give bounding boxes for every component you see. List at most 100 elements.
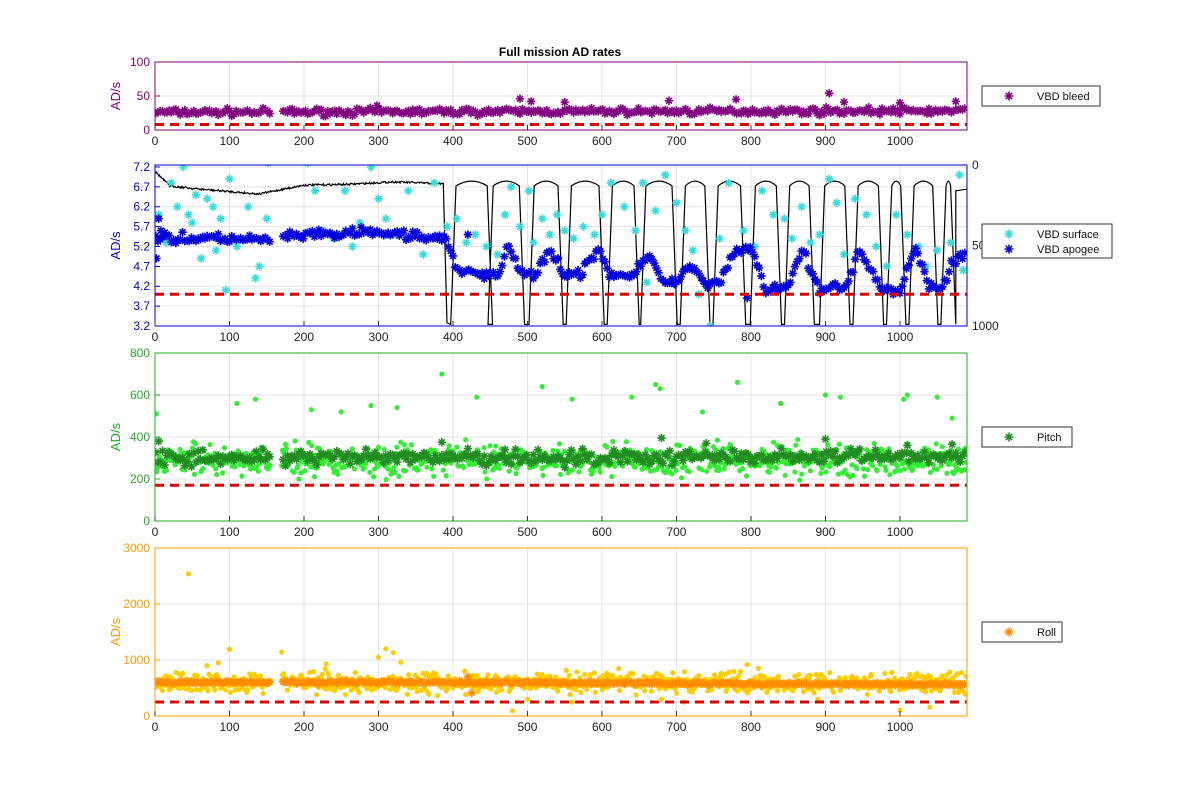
data-point [301,451,310,460]
data-point [582,455,592,464]
cloud-point [556,441,563,447]
data-point [363,450,373,460]
data-point [442,449,451,459]
data-point [361,678,371,687]
cloud-point [155,465,161,471]
cloud-point [232,687,238,693]
data-point [339,230,348,240]
data-point [504,453,514,463]
cloud-point [963,459,967,466]
data-point [171,678,181,688]
data-point [929,680,938,689]
data-point [813,278,822,287]
data-point [211,246,221,255]
legend: VBD bleed [981,85,1101,107]
data-point [924,104,934,113]
cloud-point [405,672,412,678]
data-point [578,444,587,453]
data-point [839,250,849,259]
data-point [665,278,674,288]
x-tick-label: 500 [517,525,537,539]
data-point [960,679,967,689]
data-point [430,178,439,188]
cloud-point [677,442,683,449]
cloud-point [260,690,266,697]
data-point [855,444,864,454]
legend-marker [1004,91,1014,101]
data-point [220,454,230,463]
cloud-point [850,472,856,478]
data-point [647,255,657,264]
cloud-point [496,465,503,471]
data-point [352,457,362,466]
data-point [178,227,187,237]
data-point [194,446,203,456]
outlier-point [372,101,382,110]
cloud-point [470,672,476,678]
data-point [904,260,914,270]
cloud-point [561,448,568,454]
data-point [542,105,552,115]
cloud-point [842,467,848,473]
legend-marker [1004,627,1014,637]
data-point [182,677,192,687]
cloud-point [609,473,615,480]
data-point [739,226,748,235]
data-point [232,452,241,461]
data-point [529,238,538,247]
x-tick-label: 0 [152,330,159,344]
data-point [590,230,599,239]
data-point [913,249,923,258]
legend-label: Roll [1037,627,1056,639]
data-point [723,263,733,273]
outlier-point [437,438,447,447]
x-tick-label: 100 [219,525,239,539]
data-point [184,210,193,219]
data-point [938,282,947,291]
data-point [914,242,923,251]
cloud-point [388,471,394,477]
data-point [848,268,858,277]
data-point [345,459,355,469]
data-point [632,107,641,116]
data-point [605,272,614,282]
data-point [348,224,357,233]
data-point [616,679,625,688]
data-point [596,247,605,256]
cloud-point [686,469,692,475]
data-point [822,447,831,456]
data-point [484,458,493,467]
data-point [703,451,712,460]
data-point [340,186,350,196]
data-point [935,451,945,460]
cloud-point [574,669,580,675]
y-tick-label: 1000 [123,653,150,667]
cloud-point [864,691,871,697]
data-point [770,450,780,459]
data-point [524,186,534,196]
y-tick-label: 4.7 [133,259,150,273]
data-point [654,268,663,278]
data-point [196,254,206,263]
data-point [922,109,931,118]
data-point [562,456,572,465]
plot-area [155,165,967,326]
cloud-high-point [509,708,516,714]
data-point [748,247,757,257]
cloud-point [590,468,597,474]
data-point [500,453,509,463]
data-point [155,109,160,118]
data-point [851,255,860,264]
data-point [292,455,301,464]
data-point [844,451,853,460]
cloud-point [775,673,782,679]
data-point [535,259,545,268]
cloud-point [573,687,579,693]
cloud-high-point [653,381,659,388]
cloud-point [408,442,415,448]
cloud-point [498,687,505,693]
cloud-point [712,447,719,453]
data-point [775,450,784,460]
legend-marker [1004,229,1014,239]
